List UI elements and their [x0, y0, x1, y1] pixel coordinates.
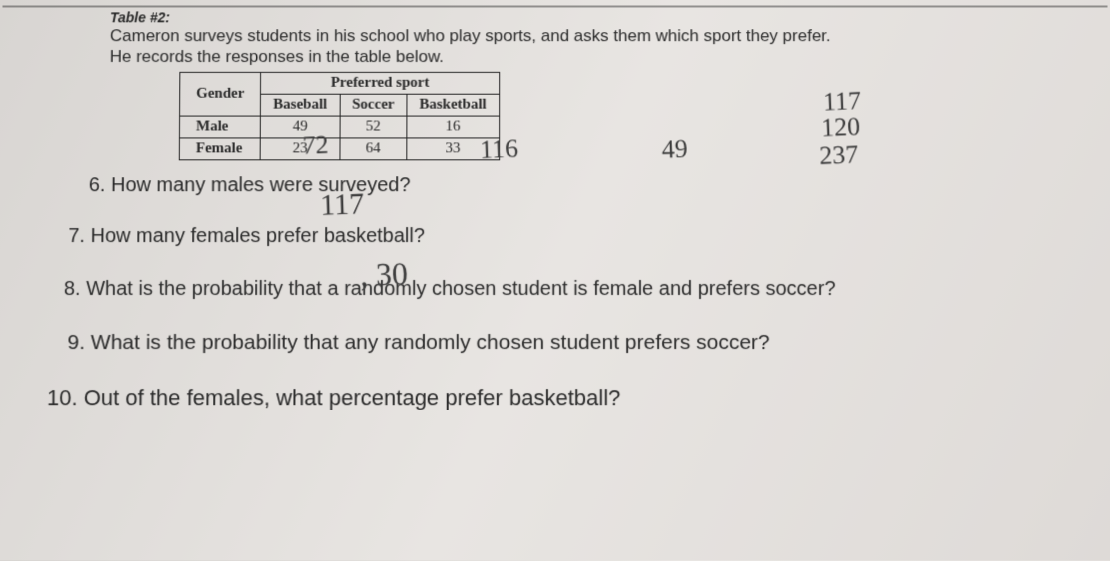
question-10: 10. Out of the females, what percentage …	[47, 385, 1085, 411]
header-gender: Gender	[180, 72, 261, 116]
header-preferred-sport: Preferred sport	[261, 72, 499, 94]
col-soccer: Soccer	[340, 94, 407, 116]
cell-female-soccer: 64	[339, 137, 406, 159]
table-row: Male 49 52 16	[179, 116, 499, 138]
row-male-label: Male	[179, 116, 260, 138]
handwriting-col-total-basketball: 49	[661, 134, 688, 165]
question-8: 8. What is the probability that a random…	[64, 278, 1084, 301]
handwriting-col-total-baseball: 72	[302, 130, 329, 161]
question-6: 6. How many males were surveyed?	[89, 174, 1084, 197]
handwriting-col-total-soccer: 116	[480, 134, 519, 165]
handwriting-row-total-female: 120	[821, 112, 861, 143]
table-label: Table #2:	[110, 9, 1082, 25]
question-9: 9. What is the probability that any rand…	[67, 331, 1084, 355]
handwriting-grand-total: 237	[819, 140, 859, 171]
cell-male-soccer: 52	[340, 116, 407, 138]
question-7: 7. How many females prefer basketball?	[68, 225, 1083, 248]
handwriting-answer-6: 117	[320, 187, 365, 222]
col-basketball: Basketball	[407, 94, 499, 116]
row-female-label: Female	[179, 137, 260, 159]
col-baseball: Baseball	[261, 94, 340, 116]
intro-line-2: He records the responses in the table be…	[110, 46, 1047, 67]
table-row: Female 23 64 33	[179, 137, 499, 159]
intro-line-1: Cameron surveys students in his school w…	[110, 25, 1046, 46]
handwriting-answer-7: , 30	[359, 255, 408, 294]
